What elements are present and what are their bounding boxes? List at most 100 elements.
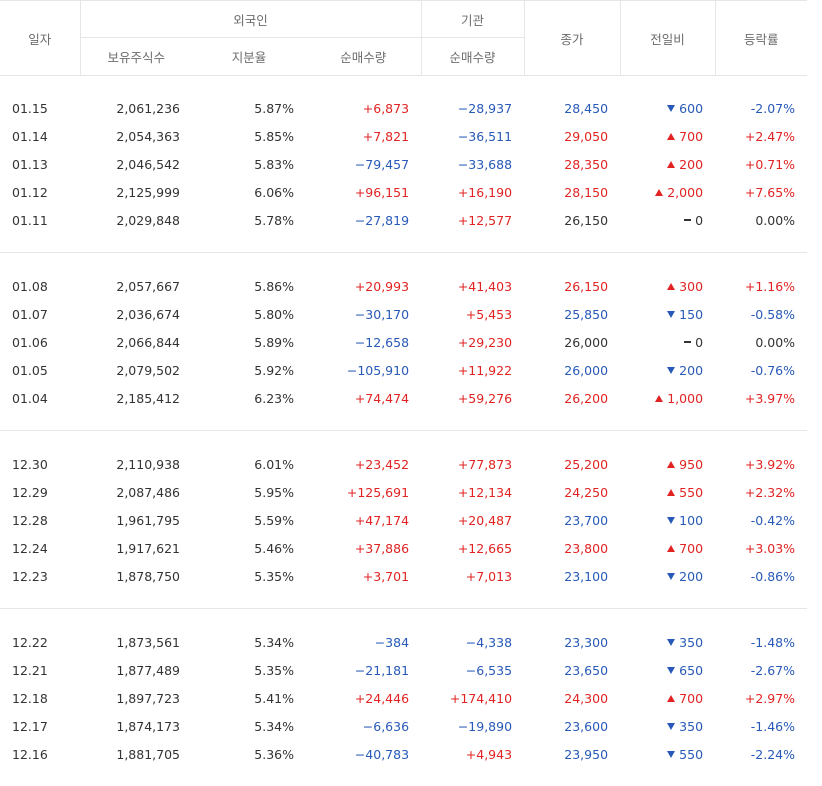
cell-change: 350 bbox=[620, 712, 715, 740]
triangle-up-icon bbox=[667, 283, 675, 290]
triangle-down-icon bbox=[667, 367, 675, 374]
triangle-down-icon bbox=[667, 639, 675, 646]
cell-holdings: 2,066,844 bbox=[80, 328, 192, 356]
cell-holdings: 2,029,848 bbox=[80, 206, 192, 234]
cell-close: 24,250 bbox=[524, 478, 620, 506]
cell-inst-net: +174,410 bbox=[421, 684, 524, 712]
cell-holdings: 1,961,795 bbox=[80, 506, 192, 534]
cell-change-value: 700 bbox=[679, 541, 703, 556]
cell-rate: -2.67% bbox=[715, 656, 807, 684]
dash-icon bbox=[684, 341, 691, 343]
triangle-down-icon bbox=[667, 667, 675, 674]
cell-inst-net: −19,890 bbox=[421, 712, 524, 740]
cell-ratio: 5.35% bbox=[192, 562, 306, 590]
cell-foreign-net: −30,170 bbox=[306, 300, 421, 328]
cell-date: 01.07 bbox=[0, 300, 80, 328]
cell-inst-net: +4,943 bbox=[421, 740, 524, 768]
triangle-down-icon bbox=[667, 311, 675, 318]
cell-close: 24,300 bbox=[524, 684, 620, 712]
header-change: 전일비 bbox=[620, 1, 715, 76]
cell-date: 12.28 bbox=[0, 506, 80, 534]
triangle-down-icon bbox=[667, 573, 675, 580]
cell-change: 600 bbox=[620, 94, 715, 122]
cell-close: 23,700 bbox=[524, 506, 620, 534]
cell-foreign-net: +20,993 bbox=[306, 272, 421, 300]
triangle-down-icon bbox=[667, 723, 675, 730]
cell-rate: -0.76% bbox=[715, 356, 807, 384]
cell-holdings: 2,087,486 bbox=[80, 478, 192, 506]
cell-close: 28,150 bbox=[524, 178, 620, 206]
cell-ratio: 5.86% bbox=[192, 272, 306, 300]
cell-holdings: 2,185,412 bbox=[80, 384, 192, 412]
cell-change-value: 300 bbox=[679, 279, 703, 294]
cell-change-value: 350 bbox=[679, 635, 703, 650]
cell-date: 01.06 bbox=[0, 328, 80, 356]
triangle-up-icon bbox=[667, 461, 675, 468]
cell-holdings: 2,061,236 bbox=[80, 94, 192, 122]
cell-close: 23,600 bbox=[524, 712, 620, 740]
cell-foreign-net: +125,691 bbox=[306, 478, 421, 506]
cell-date: 12.18 bbox=[0, 684, 80, 712]
cell-change-value: 200 bbox=[679, 363, 703, 378]
triangle-up-icon bbox=[667, 545, 675, 552]
investor-trading-table-container: 일자 외국인 기관 종가 전일비 등락률 보유주식수 지분율 순매수량 순매수량… bbox=[0, 0, 822, 737]
cell-holdings: 1,878,750 bbox=[80, 562, 192, 590]
cell-inst-net: +59,276 bbox=[421, 384, 524, 412]
header-close: 종가 bbox=[524, 1, 620, 76]
triangle-up-icon bbox=[655, 189, 663, 196]
cell-close: 23,650 bbox=[524, 656, 620, 684]
cell-holdings: 1,877,489 bbox=[80, 656, 192, 684]
cell-rate: +3.03% bbox=[715, 534, 807, 562]
cell-foreign-net: +7,821 bbox=[306, 122, 421, 150]
cell-ratio: 5.89% bbox=[192, 328, 306, 356]
cell-ratio: 5.36% bbox=[192, 740, 306, 768]
triangle-down-icon bbox=[667, 517, 675, 524]
cell-ratio: 5.85% bbox=[192, 122, 306, 150]
cell-close: 26,150 bbox=[524, 272, 620, 300]
cell-holdings: 2,110,938 bbox=[80, 450, 192, 478]
cell-change: 200 bbox=[620, 356, 715, 384]
cell-rate: -1.46% bbox=[715, 712, 807, 740]
cell-inst-net: −36,511 bbox=[421, 122, 524, 150]
cell-change: 650 bbox=[620, 656, 715, 684]
group-spacer bbox=[0, 432, 807, 450]
cell-change-value: 700 bbox=[679, 691, 703, 706]
cell-foreign-net: +3,701 bbox=[306, 562, 421, 590]
cell-date: 01.04 bbox=[0, 384, 80, 412]
cell-inst-net: +12,577 bbox=[421, 206, 524, 234]
cell-close: 26,200 bbox=[524, 384, 620, 412]
cell-change: 2,000 bbox=[620, 178, 715, 206]
cell-change: 1,000 bbox=[620, 384, 715, 412]
cell-date: 01.12 bbox=[0, 178, 80, 206]
cell-inst-net: −4,338 bbox=[421, 628, 524, 656]
cell-holdings: 1,874,173 bbox=[80, 712, 192, 740]
cell-ratio: 5.95% bbox=[192, 478, 306, 506]
cell-change: 200 bbox=[620, 562, 715, 590]
cell-foreign-net: +24,446 bbox=[306, 684, 421, 712]
cell-close: 23,800 bbox=[524, 534, 620, 562]
cell-change-value: 650 bbox=[679, 663, 703, 678]
cell-change: 700 bbox=[620, 534, 715, 562]
cell-ratio: 6.01% bbox=[192, 450, 306, 478]
triangle-up-icon bbox=[667, 161, 675, 168]
cell-date: 12.29 bbox=[0, 478, 80, 506]
cell-date: 12.16 bbox=[0, 740, 80, 768]
cell-inst-net: −33,688 bbox=[421, 150, 524, 178]
triangle-up-icon bbox=[655, 395, 663, 402]
cell-date: 12.22 bbox=[0, 628, 80, 656]
cell-close: 26,000 bbox=[524, 356, 620, 384]
cell-date: 01.14 bbox=[0, 122, 80, 150]
cell-rate: +2.97% bbox=[715, 684, 807, 712]
cell-holdings: 2,079,502 bbox=[80, 356, 192, 384]
cell-inst-net: +29,230 bbox=[421, 328, 524, 356]
cell-inst-net: +7,013 bbox=[421, 562, 524, 590]
